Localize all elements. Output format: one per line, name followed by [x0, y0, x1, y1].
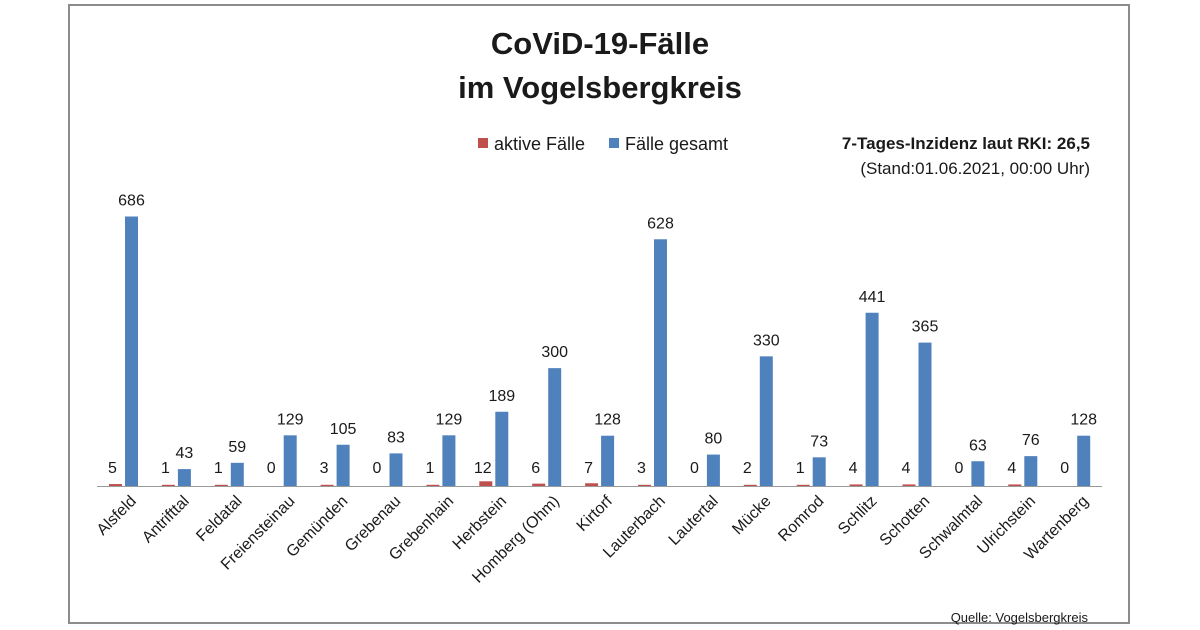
bar-total-3 — [283, 435, 297, 486]
chart-title-line2: im Vogelsbergkreis — [458, 70, 742, 105]
bar-total-6 — [442, 435, 456, 486]
value-label-total-9: 128 — [594, 412, 621, 429]
bar-active-0 — [109, 484, 122, 486]
value-labels-group: 5686143159012931050831129121896300712836… — [108, 193, 1097, 478]
value-label-total-14: 441 — [859, 289, 886, 306]
value-label-active-5: 0 — [373, 460, 382, 477]
legend-label-active: aktive Fälle — [494, 134, 585, 154]
value-label-total-2: 59 — [228, 439, 246, 456]
value-label-total-16: 63 — [969, 437, 987, 454]
bar-total-12 — [759, 356, 773, 486]
value-label-total-10: 628 — [647, 215, 674, 232]
bar-total-17 — [1024, 456, 1038, 486]
value-label-total-13: 73 — [810, 433, 828, 450]
value-label-total-18: 128 — [1070, 412, 1097, 429]
value-label-total-3: 129 — [277, 411, 304, 428]
legend-swatch-total — [609, 138, 619, 148]
value-label-active-17: 4 — [1007, 460, 1016, 477]
category-labels-group: Alsfeld Antrifttal FeldatalFreiensteinauGe… — [94, 492, 1092, 586]
value-label-active-8: 6 — [531, 460, 540, 477]
bar-active-15 — [902, 484, 916, 486]
value-label-active-1: 1 — [161, 460, 170, 477]
value-label-total-0: 686 — [118, 193, 145, 210]
value-label-active-3: 0 — [267, 460, 276, 477]
bar-total-5 — [389, 453, 403, 486]
bar-total-2 — [230, 462, 244, 486]
bar-total-0 — [125, 216, 138, 486]
category-label-12: Mücke — [729, 493, 774, 538]
value-label-active-16: 0 — [954, 460, 963, 477]
bar-total-8 — [548, 368, 562, 486]
stand-text: (Stand:01.06.2021, 00:00 Uhr) — [860, 159, 1090, 178]
bar-active-6 — [426, 484, 440, 486]
bar-total-15 — [918, 342, 932, 486]
value-label-total-1: 43 — [176, 445, 194, 462]
category-label-14: Schlitz — [835, 493, 880, 538]
value-label-total-12: 330 — [753, 332, 780, 349]
value-label-active-10: 3 — [637, 460, 646, 477]
value-label-active-18: 0 — [1060, 460, 1069, 477]
value-label-active-11: 0 — [690, 460, 699, 477]
chart-title-line1: CoViD-19-Fälle — [491, 26, 709, 61]
bar-active-1 — [161, 484, 175, 486]
legend-swatch-active — [478, 138, 488, 148]
bar-active-2 — [214, 484, 228, 486]
bars-group — [109, 216, 1091, 486]
bar-active-12 — [743, 484, 757, 486]
value-label-total-6: 129 — [436, 411, 463, 428]
bar-active-17 — [1008, 484, 1022, 486]
bar-total-9 — [601, 435, 615, 486]
bar-total-1 — [177, 469, 191, 486]
bar-total-16 — [971, 461, 985, 486]
bar-active-4 — [320, 484, 334, 486]
value-label-active-13: 1 — [796, 460, 805, 477]
value-label-active-7: 12 — [474, 460, 492, 477]
category-label-13: Romrod — [775, 493, 827, 545]
value-label-active-14: 4 — [849, 460, 858, 477]
value-label-total-4: 105 — [330, 421, 357, 438]
bar-total-7 — [495, 411, 509, 486]
bar-active-8 — [532, 483, 546, 486]
category-label-0: Alsfeld — [94, 493, 140, 539]
value-label-active-15: 4 — [902, 460, 911, 477]
value-label-total-8: 300 — [541, 344, 568, 361]
bar-active-14 — [849, 484, 863, 486]
bar-active-13 — [796, 484, 810, 486]
bar-total-13 — [812, 457, 826, 486]
value-label-active-6: 1 — [425, 460, 434, 477]
category-label-2: Feldatal — [193, 493, 245, 545]
value-label-active-0: 5 — [108, 460, 117, 477]
bar-active-7 — [479, 481, 493, 486]
bar-total-10 — [654, 239, 667, 486]
value-label-active-9: 7 — [584, 460, 593, 477]
chart-frame — [68, 4, 1130, 624]
legend: aktive Fälle Fälle gesamt — [478, 134, 728, 154]
bar-active-9 — [585, 483, 599, 486]
value-label-active-4: 3 — [320, 460, 329, 477]
category-label-1: Antrifttal — [139, 493, 193, 547]
incidence-text: 7-Tages-Inzidenz laut RKI: 26,5 — [842, 134, 1090, 153]
category-label-11: Lautertal — [666, 493, 722, 549]
value-label-active-12: 2 — [743, 460, 752, 477]
legend-label-total: Fälle gesamt — [625, 134, 728, 154]
category-label-9: Kirtorf — [574, 492, 617, 535]
bar-active-10 — [638, 484, 651, 486]
source-text: Quelle: Vogelsbergkreis — [951, 610, 1089, 625]
value-label-active-2: 1 — [214, 460, 223, 477]
value-label-total-11: 80 — [705, 431, 723, 448]
bar-total-11 — [706, 454, 720, 486]
bar-total-18 — [1077, 435, 1091, 486]
bar-total-4 — [336, 444, 350, 486]
value-label-total-5: 83 — [387, 429, 405, 446]
bar-total-14 — [865, 312, 879, 486]
value-label-total-7: 189 — [488, 388, 515, 405]
value-label-total-15: 365 — [912, 319, 939, 336]
value-label-total-17: 76 — [1022, 432, 1040, 449]
